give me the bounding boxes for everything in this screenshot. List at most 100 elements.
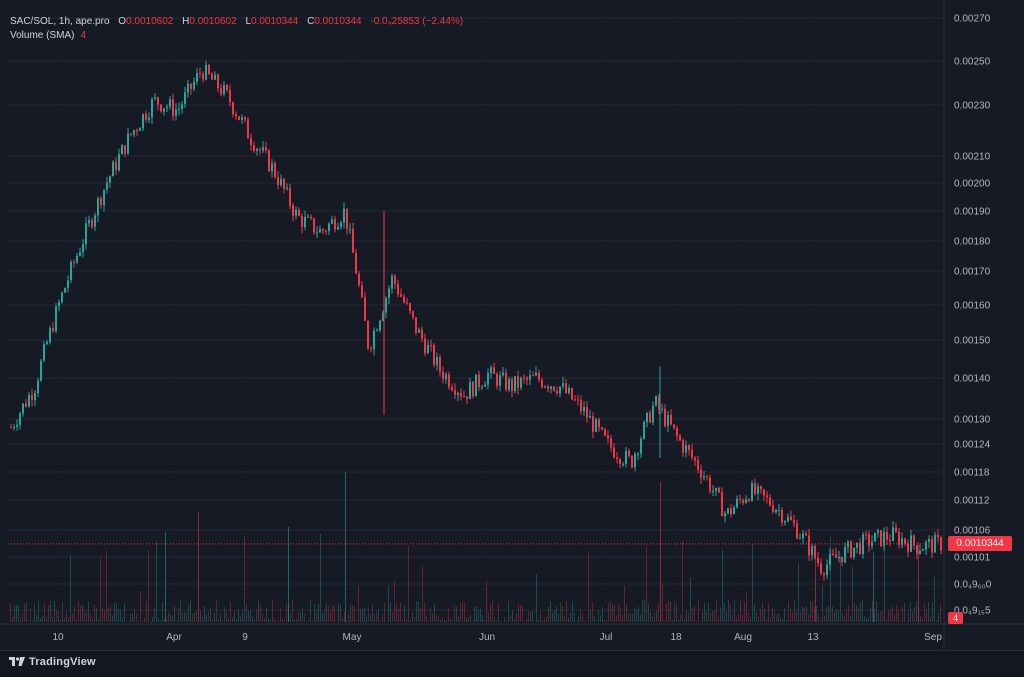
volume-bar	[692, 608, 693, 622]
candle-body	[652, 405, 654, 423]
volume-bar	[318, 603, 319, 622]
volume-bar	[892, 606, 893, 622]
volume-bar	[602, 606, 603, 622]
volume-bar	[648, 603, 649, 622]
volume-bar	[10, 602, 11, 622]
volume-bar	[876, 601, 877, 622]
volume-bar	[848, 604, 849, 622]
candle-body	[454, 390, 456, 395]
volume-bar	[792, 611, 793, 622]
volume-bar	[896, 604, 897, 622]
candle-body	[235, 114, 237, 117]
candle-body	[88, 219, 90, 224]
volume-bar	[440, 619, 441, 622]
volume-bar	[268, 618, 269, 622]
candle-body	[898, 531, 900, 545]
tradingview-logo[interactable]: TradingView	[9, 656, 96, 668]
candle-body	[379, 320, 381, 331]
candle-body	[85, 223, 87, 245]
candle-body	[142, 113, 144, 129]
volume-bar	[22, 613, 23, 622]
volume-bar	[484, 620, 485, 622]
volume-bar	[886, 619, 887, 622]
candle-body	[631, 455, 633, 468]
volume-bar	[498, 603, 499, 622]
candle-body	[706, 476, 708, 478]
volume-bar	[710, 612, 711, 622]
candle-body	[490, 367, 492, 374]
volume-bar	[510, 614, 511, 622]
candle-body	[169, 99, 171, 107]
candle-body	[184, 92, 186, 105]
volume-bar	[522, 606, 523, 622]
candle-body	[136, 130, 138, 132]
candle-body	[883, 532, 885, 546]
volume-bar	[36, 614, 37, 622]
volume-bar	[814, 606, 815, 622]
volume-bar	[300, 611, 301, 622]
volume-bar	[802, 606, 803, 622]
volume-bar	[626, 605, 627, 622]
volume-bar	[276, 621, 277, 622]
volume-bar	[294, 618, 295, 622]
volume-bar	[394, 580, 395, 622]
candle-body	[634, 453, 636, 468]
candle-body	[496, 374, 498, 387]
candle-body	[364, 297, 366, 321]
volume-bar	[708, 602, 709, 622]
volume-bar	[850, 615, 851, 622]
candle-body	[505, 372, 507, 390]
candle-body	[94, 215, 96, 227]
volume-bar	[110, 606, 111, 622]
volume-bar	[556, 606, 557, 622]
candle-body	[526, 377, 528, 380]
volume-bar	[644, 600, 645, 622]
candle-body	[157, 97, 159, 105]
symbol-name[interactable]: SAC/SOL, 1h, ape.pro	[10, 16, 110, 27]
volume-bar	[194, 612, 195, 622]
volume-bar	[882, 611, 883, 622]
volume-bar	[196, 610, 197, 622]
candle-body	[574, 399, 576, 401]
volume-bar	[494, 616, 495, 622]
volume-bar	[474, 607, 475, 622]
candle-body	[679, 435, 681, 441]
volume-bar	[384, 602, 385, 622]
close-value: 0.0010344	[314, 16, 362, 27]
candle-body	[121, 145, 123, 155]
candle-body	[790, 516, 792, 521]
volume-bar	[912, 611, 913, 622]
candle-body	[382, 312, 384, 321]
volume-bar	[560, 602, 561, 622]
candle-body	[745, 499, 747, 503]
volume-bar	[408, 545, 409, 622]
candle-body	[760, 486, 762, 490]
candle-body	[295, 209, 297, 216]
volume-bar	[488, 612, 489, 622]
volume-bar	[286, 603, 287, 622]
volume-bar	[430, 608, 431, 622]
volume-bar	[800, 611, 801, 622]
volume-bar	[288, 527, 289, 622]
candle-body	[739, 498, 741, 500]
volume-bar	[464, 601, 465, 622]
candle-body	[64, 287, 66, 293]
candle-body	[406, 302, 408, 304]
volume-bar	[594, 616, 595, 622]
candle-body	[541, 379, 543, 388]
volume-bar	[292, 599, 293, 622]
volume-legend[interactable]: Volume (SMA) 4	[10, 30, 86, 41]
volume-bar	[916, 601, 917, 622]
volume-bar	[432, 612, 433, 622]
volume-bar	[826, 607, 827, 622]
price-chart[interactable]: 0.00270 0.00250 0.00230 0.00210 0.00200 0.001…	[0, 0, 1024, 650]
volume-bar	[938, 612, 939, 622]
volume-bar	[114, 602, 115, 622]
candle-body	[49, 327, 51, 343]
candle-body	[637, 453, 639, 455]
candle-body	[145, 113, 147, 120]
volume-bar	[806, 606, 807, 622]
candle-body	[445, 374, 447, 380]
volume-bar	[104, 610, 105, 622]
y-tick-label: 0.00180	[954, 237, 991, 248]
